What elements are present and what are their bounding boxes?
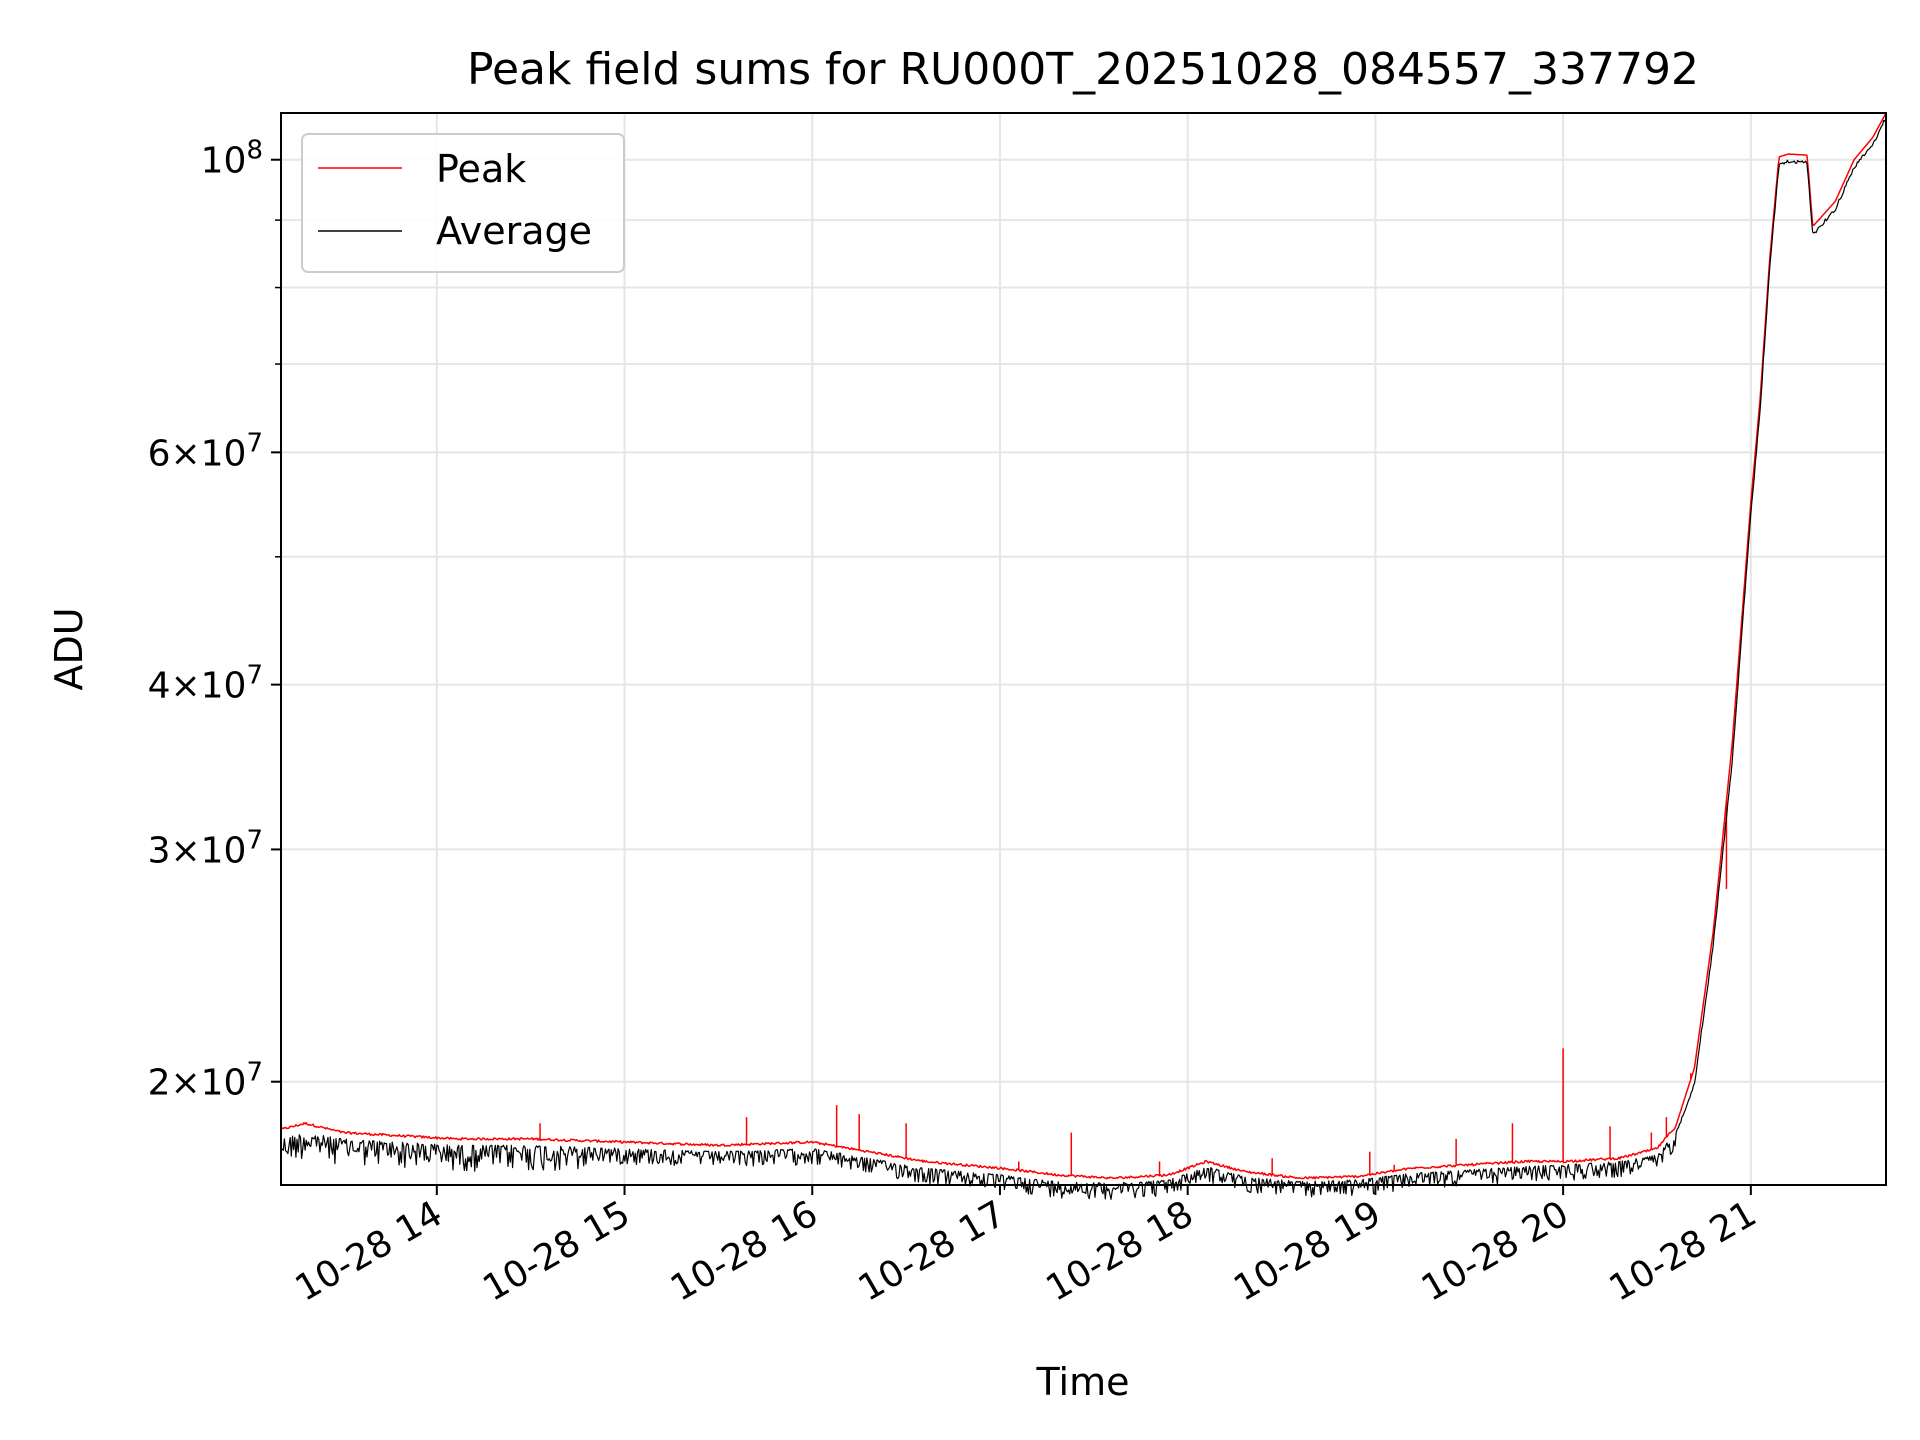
chart-title: Peak field sums for RU000T_20251028_0845… xyxy=(467,44,1699,95)
series-average-line xyxy=(280,118,1887,1200)
y-tick-label: 108 xyxy=(201,136,263,182)
y-tick-label: 4×107 xyxy=(148,661,263,707)
series-layer xyxy=(280,112,1887,1200)
legend: Peak Average xyxy=(301,133,625,273)
y-tick-label: 3×107 xyxy=(148,825,263,871)
plot-frame xyxy=(280,112,1887,1186)
x-axis-label: Time xyxy=(1036,1360,1130,1404)
y-tick-label: 6×107 xyxy=(148,428,263,474)
y-axis: 2×107 3×107 4×107 6×107 108 xyxy=(148,136,281,1104)
series-peak-line xyxy=(280,112,1887,1180)
y-axis-label: ADU xyxy=(47,607,91,690)
y-tick-label: 2×107 xyxy=(148,1058,263,1104)
legend-average-label: Average xyxy=(436,209,592,253)
legend-peak-label: Peak xyxy=(436,147,526,191)
